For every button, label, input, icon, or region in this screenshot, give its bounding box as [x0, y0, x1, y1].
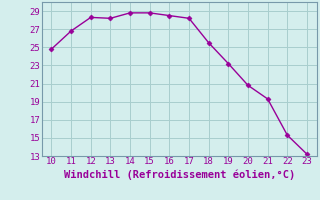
X-axis label: Windchill (Refroidissement éolien,°C): Windchill (Refroidissement éolien,°C)	[64, 169, 295, 180]
